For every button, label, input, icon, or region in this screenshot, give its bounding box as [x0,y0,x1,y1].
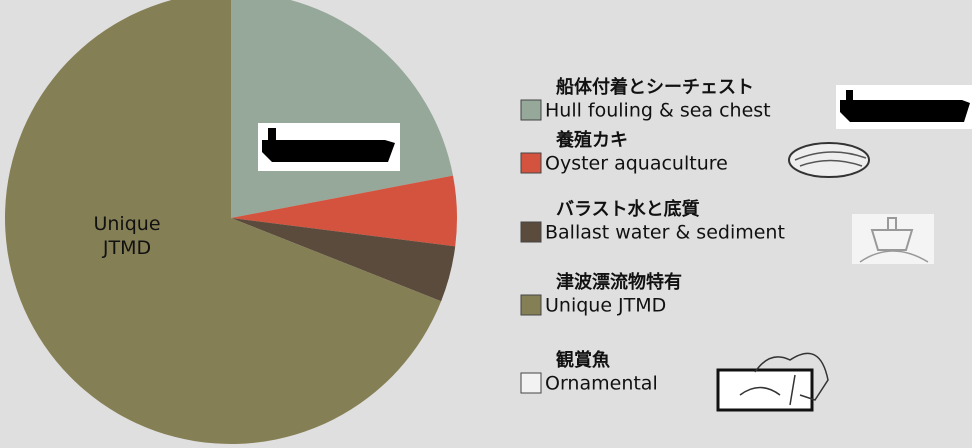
legend-label-ja: 津波漂流物特有 [556,271,682,293]
legend-label: Oyster aquaculture [545,153,728,175]
pie-slice [231,175,458,247]
legend-label: Ballast water & sediment [545,222,785,244]
ballast-icon [852,214,934,264]
slice-label: Unique JTMD [93,213,160,259]
legend-label-ja: 養殖カキ [555,129,628,151]
legend-label: Ornamental [545,373,658,395]
legend-swatch [520,221,542,243]
legend-swatch [520,294,542,316]
pie-slice [5,0,442,444]
aquarium-icon [716,352,829,412]
legend-label: Unique JTMD [545,295,666,317]
legend-swatch [520,99,542,121]
ship-icon [836,85,972,129]
legend-swatch [520,152,542,174]
legend-label-ja: バラスト水と底質 [556,198,700,220]
legend-label-ja: 観賞魚 [556,349,610,371]
legend-swatch [520,372,542,394]
legend-label: Hull fouling & sea chest [545,100,771,122]
oyster-icon [788,142,870,178]
ship-icon [258,123,400,171]
legend-label-ja: 船体付着とシーチェスト [556,76,754,98]
pie: Unique JTMD [5,0,458,444]
pie-slice [231,218,456,302]
